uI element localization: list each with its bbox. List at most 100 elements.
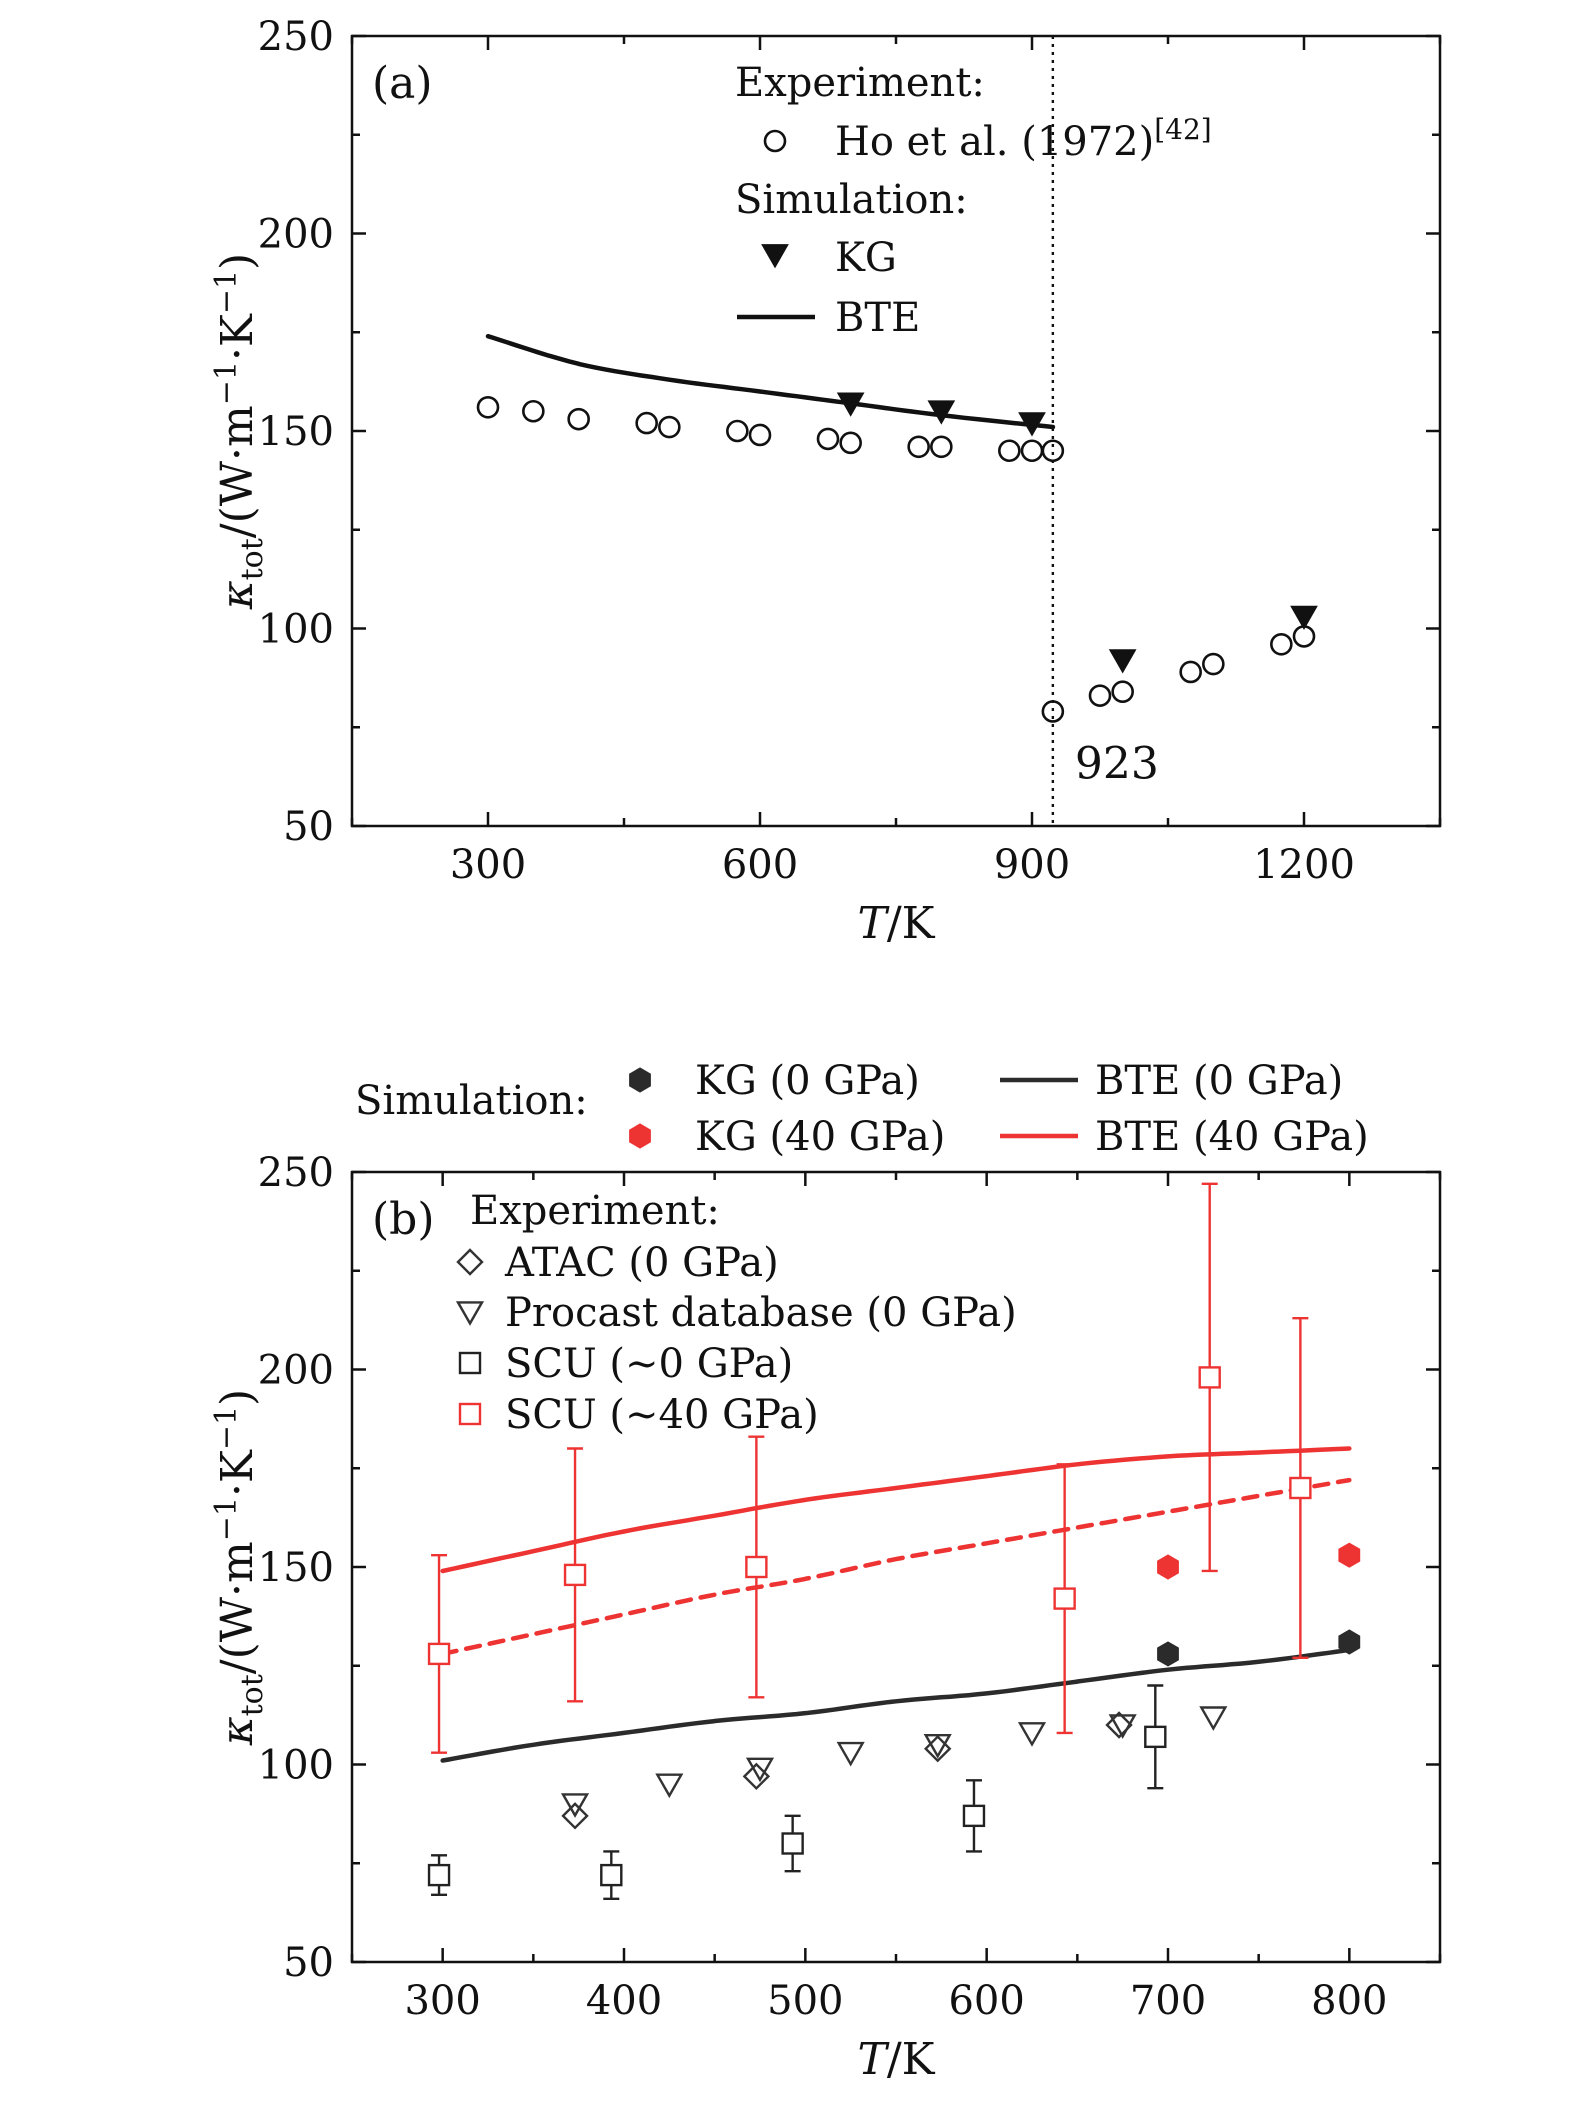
panel-b-bte0-line	[440, 1647, 1352, 1763]
panel-a-exp-point	[748, 423, 772, 447]
panel-a-bte-line	[485, 333, 1056, 430]
panel-b-scu40-point	[1289, 1476, 1312, 1500]
panel-b-legend-kg40-label: KG (40 GPa)	[695, 1114, 945, 1160]
panel-b-x-tick-label: 500	[767, 1978, 843, 2024]
panel-a-exp-point	[522, 399, 545, 423]
panel-b-dashed-line	[440, 1477, 1352, 1657]
panel-b-procast-point	[1108, 1714, 1137, 1739]
panel-b-bte40-line	[440, 1446, 1352, 1574]
panel-b-label: (b)	[372, 1194, 435, 1245]
panel-b-scu0-point	[1144, 1725, 1167, 1749]
panel-a-exp-point	[1020, 439, 1044, 463]
panel-a-exp-point	[930, 435, 953, 459]
panel-b-legend-experiment-header: Experiment:	[470, 1188, 720, 1234]
panel-a-kg-point	[836, 392, 865, 417]
panel-b-kg40-point	[1157, 1554, 1179, 1580]
panel-a-y-tick-label: 50	[283, 804, 334, 850]
panel-b-procast-point	[655, 1773, 684, 1799]
panel-b-legend-bte0-label: BTE (0 GPa)	[1095, 1058, 1343, 1104]
panel-b-procast-point	[560, 1793, 590, 1818]
panel-a-x-tick-label: 1200	[1253, 842, 1355, 888]
panel-b-y-axis-label: κtot/(W·m−1·K−1)	[209, 1389, 270, 1746]
panel-a-kg-point	[927, 400, 956, 425]
panel-a-exp-point	[726, 419, 749, 443]
panel-b-scu40-point	[1198, 1366, 1221, 1389]
panel-a-legend-exp-marker	[763, 129, 787, 153]
panel-b-y-tick-label: 250	[258, 1150, 334, 1196]
panel-a-exp-point	[1202, 652, 1225, 676]
panel-a-exp-point	[1111, 680, 1134, 704]
panel-a-kg-point	[1018, 412, 1046, 437]
panel-b: 300 400 500 600 700 800 50 100 150 200 250 T/K κtot/…	[209, 1058, 1442, 2085]
panel-b-scu40-point	[563, 1563, 587, 1587]
panel-a-y-tick-label: 200	[258, 212, 334, 258]
panel-a-exp-point	[1088, 684, 1112, 707]
panel-b-x-axis-label: T/K	[857, 2034, 935, 2085]
panel-a-y-tick-label: 150	[258, 409, 334, 455]
panel-a-exp-point	[816, 427, 840, 451]
panel-a-exp-point	[1041, 700, 1065, 723]
panel-b-procast-point	[745, 1757, 775, 1783]
panel-b-scu40-point	[745, 1555, 768, 1579]
panel-b-scu0-point	[600, 1863, 623, 1887]
panel-b-scu40-point	[427, 1642, 451, 1666]
panel-b-x-tick-label: 400	[586, 1978, 662, 2024]
panel-b-x-tick-label: 700	[1130, 1978, 1206, 2024]
panel-b-legend-procast-marker	[455, 1301, 485, 1326]
panel-b-legend-kg0-marker	[629, 1067, 651, 1093]
panel-a-label: (a)	[372, 58, 433, 109]
panel-a-kg-point	[1290, 605, 1318, 631]
panel-b-scu0-point	[962, 1804, 986, 1828]
panel-a-transition-label: 923	[1075, 739, 1159, 790]
panel-a-legend-kg-label: KG	[835, 235, 897, 281]
panel-b-legend-scu0-marker	[458, 1351, 482, 1375]
panel-a-legend-bte-label: BTE	[835, 295, 920, 341]
panel-b-kg0-point	[1157, 1641, 1179, 1667]
panel-a-exp-point	[567, 407, 590, 431]
panel-b-kg40-point	[1338, 1542, 1361, 1568]
panel-a-legend-exp-label: Ho et al. (1972)[42]	[835, 113, 1212, 165]
panel-b-legend-scu40-marker	[458, 1402, 482, 1426]
panel-b-x-tick-label: 600	[948, 1978, 1024, 2024]
panel-b-procast-point	[1199, 1706, 1228, 1731]
panel-a-exp-point	[998, 439, 1021, 463]
panel-a-x-tick-label: 900	[994, 842, 1070, 888]
panel-a-exp-point	[658, 415, 681, 439]
panel-b-legend-simulation-header: Simulation:	[355, 1078, 588, 1124]
panel-b-atac-point	[742, 1762, 771, 1791]
panel-b-legend-scu40-label: SCU (∼40 GPa)	[505, 1392, 819, 1438]
panel-a-exp-point	[635, 411, 658, 435]
panel-a-x-axis-label: T/K	[857, 898, 935, 949]
panel-b-atac-point	[561, 1802, 589, 1830]
panel-a-exp-point	[1179, 660, 1202, 684]
panel-b-x-tick-label: 800	[1311, 1978, 1387, 2024]
panel-b-atac-point	[924, 1735, 952, 1763]
panel-a: 300 600 900 1200 50 100 150 200 250 T/K κtot/(W·m−…	[209, 14, 1442, 949]
panel-a-kg-point	[1108, 649, 1137, 674]
panel-b-legend-atac-label: ATAC (0 GPa)	[504, 1240, 779, 1286]
panel-b-x-tick-label: 300	[404, 1978, 480, 2024]
panel-a-exp-point	[1270, 632, 1293, 656]
panel-b-scu40-point	[1053, 1587, 1076, 1610]
panel-b-atac-point	[1105, 1711, 1133, 1739]
panel-a-x-tick-label: 600	[722, 842, 798, 888]
panel-a-exp-point	[476, 395, 500, 419]
panel-a-y-axis-label: κtot/(W·m−1·K−1)	[209, 253, 270, 610]
panel-a-legend-simulation-header: Simulation:	[735, 177, 968, 223]
panel-b-legend-procast-label: Procast database (0 GPa)	[505, 1290, 1017, 1336]
panel-b-legend-bte40-label: BTE (40 GPa)	[1095, 1114, 1369, 1160]
panel-a-y-tick-label: 250	[258, 14, 334, 60]
panel-b-y-tick-label: 100	[258, 1743, 334, 1789]
panel-b-scu0-point	[781, 1832, 804, 1855]
panel-a-legend-kg-marker	[761, 244, 789, 269]
panel-b-y-tick-label: 50	[283, 1940, 334, 1986]
panel-b-y-tick-label: 200	[258, 1348, 334, 1394]
panel-b-y-tick-label: 150	[258, 1545, 334, 1591]
panel-b-legend-kg0-label: KG (0 GPa)	[695, 1058, 920, 1104]
panel-b-legend-kg40-marker	[629, 1123, 651, 1149]
panel-a-exp-point	[839, 431, 862, 455]
panel-a-x-tick-label: 300	[450, 842, 526, 888]
panel-b-kg0-point	[1338, 1629, 1361, 1655]
panel-b-procast-point	[1017, 1722, 1047, 1747]
